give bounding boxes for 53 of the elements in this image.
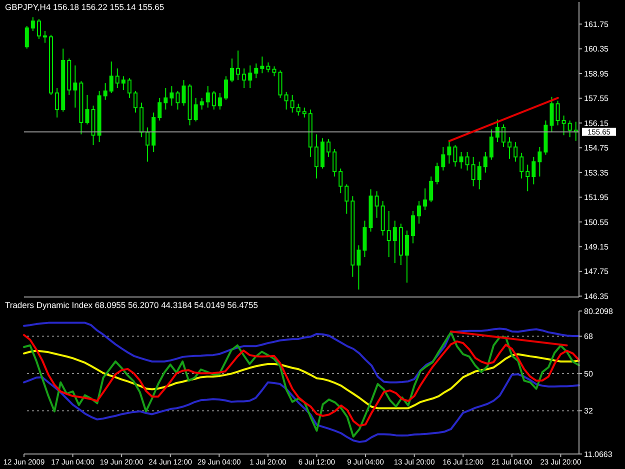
candlestick xyxy=(380,200,385,236)
candlestick xyxy=(350,196,355,278)
candlestick xyxy=(465,151,470,172)
y-tick-label: 80.2098 xyxy=(584,306,614,316)
y-tick-label: 160.35 xyxy=(584,44,610,54)
candlestick xyxy=(314,134,318,179)
candlestick xyxy=(538,146,542,178)
y-tick-label: 32 xyxy=(584,406,594,416)
y-tick-label: 149.15 xyxy=(584,242,610,252)
y-tick-label: 156.15 xyxy=(584,118,610,128)
candlestick xyxy=(374,190,379,218)
y-tick-label: 151.95 xyxy=(584,193,610,202)
candlestick xyxy=(362,220,367,258)
y-tick-label: 150.55 xyxy=(584,218,610,227)
candlestick xyxy=(43,30,48,44)
candlestick xyxy=(73,64,78,108)
chart-title: GBPJPY,H4 156.18 156.22 155.14 155.65 xyxy=(5,2,164,12)
candlestick xyxy=(152,112,156,152)
candlestick xyxy=(254,62,258,79)
y-tick-label: 147.75 xyxy=(584,267,610,276)
candlestick xyxy=(356,244,361,290)
line-series xyxy=(23,373,580,443)
y-tick-label: 146.35 xyxy=(584,292,610,301)
candlestick xyxy=(248,64,252,89)
candlestick xyxy=(55,88,60,118)
candlestick xyxy=(508,136,512,160)
candlestick xyxy=(459,151,464,170)
y-tick-label: 157.55 xyxy=(584,94,610,104)
chart-title: Traders Dynamic Index 68.0955 56.2070 44.3184 54.0149 56.4755 xyxy=(5,300,258,310)
y-tick-label: 68 xyxy=(584,332,594,342)
candlestick xyxy=(140,102,144,138)
candlestick xyxy=(115,68,120,89)
candlestick xyxy=(477,161,482,190)
y-tick-label: 50 xyxy=(584,369,594,378)
y-tick-label: 161.75 xyxy=(584,20,610,29)
candlestick xyxy=(526,164,530,192)
candlestick xyxy=(417,200,422,224)
candlestick xyxy=(386,210,391,258)
candlestick xyxy=(544,120,548,156)
line-series xyxy=(23,350,580,410)
line-series xyxy=(23,322,580,384)
candlestick xyxy=(562,115,566,136)
y-tick-label: 11.0663 xyxy=(584,450,613,459)
y-tick-label: 154.75 xyxy=(584,144,610,153)
candlestick xyxy=(392,220,397,264)
candlestick xyxy=(404,230,409,284)
candlestick xyxy=(97,90,102,143)
y-tick-label: 153.35 xyxy=(584,168,610,178)
candlestick xyxy=(483,151,488,174)
candlestick xyxy=(170,86,174,106)
y-tick-label: 158.95 xyxy=(584,69,610,78)
candlestick xyxy=(236,50,240,81)
candlestick xyxy=(164,88,168,110)
